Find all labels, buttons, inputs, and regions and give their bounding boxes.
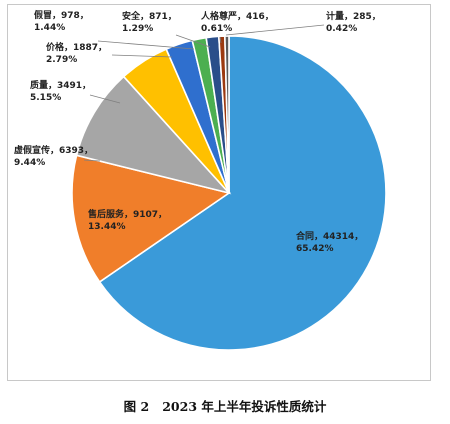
- slice-label-name-value-7: 安全，871，: [122, 10, 177, 22]
- slice-label-name-value-2: 售后服务，9107，: [87, 208, 167, 220]
- figure-caption: 图 2 2023 年上半年投诉性质统计: [0, 396, 450, 415]
- slice-label-name-value-1: 合同，44314，: [296, 230, 363, 242]
- leader-line-4: [89, 94, 121, 104]
- slice-label-percent-2: 13.44%: [88, 222, 126, 232]
- slice-label-name-value-8: 人格尊严，416，: [200, 10, 274, 22]
- slice-label-percent-8: 0.61%: [201, 24, 232, 34]
- slice-label-5: 价格，1887， 2.79%: [46, 41, 107, 65]
- leader-line-3: [83, 159, 101, 162]
- slice-label-8: 人格尊严，416， 0.61%: [200, 10, 274, 34]
- slice-label-percent-3: 9.44%: [14, 158, 45, 168]
- slice-label-4: 质量，3491， 5.15%: [30, 79, 91, 103]
- figure-title: 2023 年上半年投诉性质统计: [162, 399, 327, 414]
- slice-label-7: 安全，871， 1.29%: [122, 10, 177, 34]
- pie-slice-3: [75, 75, 232, 195]
- leader-line-5: [111, 54, 173, 58]
- chart-frame: 合同，44314， 65.42% 售后服务，9107， 13.44% 虚假宣传，6393…: [7, 4, 431, 381]
- slice-label-name-value-6: 假冒，978，: [34, 9, 89, 21]
- slice-label-percent-5: 2.79%: [46, 55, 77, 65]
- pie-slice-9: [224, 35, 230, 194]
- leader-line-9: [225, 24, 325, 36]
- slice-label-name-value-5: 价格，1887，: [46, 41, 107, 53]
- pie-slice-1: [98, 35, 387, 351]
- slice-label-percent-4: 5.15%: [30, 93, 61, 103]
- slice-label-percent-6: 1.44%: [34, 23, 65, 33]
- slice-label-9: 计量，285， 0.42%: [326, 10, 381, 34]
- figure-label: 图 2: [123, 399, 150, 414]
- pie-chart: 合同，44314， 65.42% 售后服务，9107， 13.44% 虚假宣传，6393…: [14, 9, 387, 351]
- leader-line-6: [97, 40, 195, 50]
- slice-label-name-value-9: 计量，285，: [326, 10, 381, 22]
- slice-label-6: 假冒，978， 1.44%: [34, 9, 89, 33]
- slice-label-3: 虚假宣传，6393， 9.44%: [14, 144, 93, 168]
- slice-label-percent-7: 1.29%: [122, 24, 153, 34]
- slice-label-1: 合同，44314， 65.42%: [296, 230, 363, 254]
- slice-label-2: 售后服务，9107， 13.44%: [87, 208, 167, 232]
- slice-label-name-value-3: 虚假宣传，6393，: [14, 144, 93, 156]
- slice-label-percent-9: 0.42%: [326, 24, 357, 34]
- slice-label-percent-1: 65.42%: [296, 244, 334, 254]
- slice-label-name-value-4: 质量，3491，: [30, 79, 91, 91]
- pie-slice-2: [71, 154, 231, 284]
- leader-line-8: [219, 36, 222, 44]
- leader-line-7: [175, 34, 211, 48]
